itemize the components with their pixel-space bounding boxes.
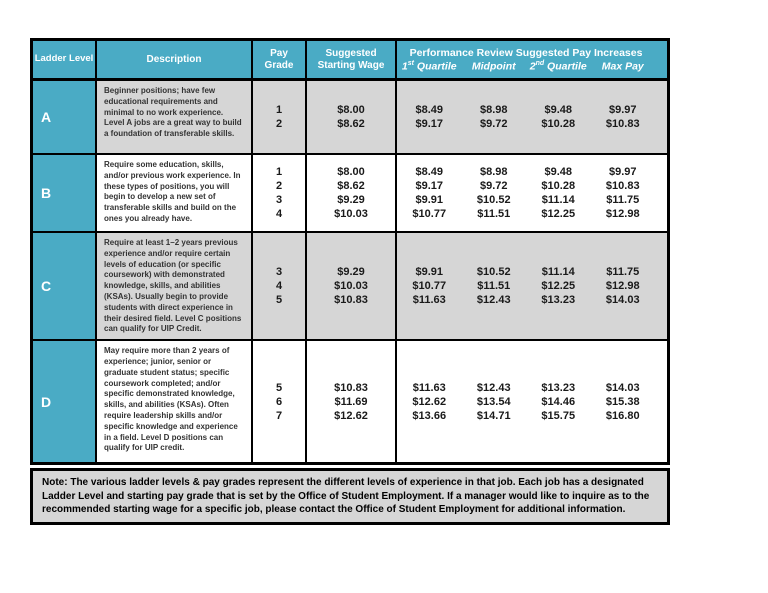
pay-increases-cell: $11.63 $12.62 $13.66 $12.43 $13.54 $14.7… [397, 341, 667, 463]
quartile2-values: $9.48 $10.28 [541, 104, 576, 130]
header-suggested-starting-wage: Suggested Starting Wage [307, 41, 397, 78]
midpoint-values: $8.98 $9.72 $10.52 $11.51 [476, 166, 511, 220]
table-row-level-b: B Require some education, skills, and/or… [33, 155, 667, 233]
subheader-midpoint: Midpoint [471, 60, 516, 73]
header-performance-review: Performance Review Suggested Pay Increas… [397, 41, 667, 78]
note-box: Note: The various ladder levels & pay gr… [30, 468, 670, 525]
quartile1-values: $11.63 $12.62 $13.66 [412, 381, 447, 422]
midpoint-values: $10.52 $11.51 $12.43 [476, 266, 511, 307]
description-cell: Require some education, skills, and/or p… [97, 155, 253, 231]
max-pay-values: $9.97 $10.83 [605, 104, 640, 130]
max-pay-values: $11.75 $12.98 $14.03 [605, 266, 640, 307]
header-pay-grade: Pay Grade [253, 41, 307, 78]
quartile2-values: $13.23 $14.46 $15.75 [541, 381, 576, 422]
header-description: Description [97, 41, 253, 78]
max-pay-values: $9.97 $10.83 $11.75 $12.98 [605, 166, 640, 220]
max-pay-values: $14.03 $15.38 $16.80 [605, 381, 640, 422]
subheader-max-pay: Max Pay [601, 60, 644, 73]
table-row-level-a: A Beginner positions; have few education… [33, 81, 667, 155]
description-cell: Require at least 1–2 years previous expe… [97, 233, 253, 340]
ladder-level-label: B [33, 155, 97, 231]
quartile1-values: $8.49 $9.17 $9.91 $10.77 [412, 166, 447, 220]
midpoint-values: $12.43 $13.54 $14.71 [476, 381, 511, 422]
pay-grade-cell: 5 6 7 [253, 341, 307, 463]
table-row-level-c: C Require at least 1–2 years previous ex… [33, 233, 667, 342]
pay-increases-cell: $8.49 $9.17 $9.91 $10.77 $8.98 $9.72 $10… [397, 155, 667, 231]
ladder-level-label: A [33, 81, 97, 153]
description-cell: May require more than 2 years of experie… [97, 341, 253, 463]
starting-wage-cell: $9.29 $10.03 $10.83 [307, 233, 397, 340]
pay-increases-cell: $9.91 $10.77 $11.63 $10.52 $11.51 $12.43… [397, 233, 667, 340]
pay-grade-cell: 3 4 5 [253, 233, 307, 340]
midpoint-values: $8.98 $9.72 [479, 104, 508, 130]
pay-grade-cell: 1 2 [253, 81, 307, 153]
quartile2-values: $9.48 $10.28 $11.14 $12.25 [541, 166, 576, 220]
table-header-row: Ladder Level Description Pay Grade Sugge… [33, 41, 667, 81]
pay-grade-table: Ladder Level Description Pay Grade Sugge… [30, 38, 670, 466]
starting-wage-cell: $8.00 $8.62 $9.29 $10.03 [307, 155, 397, 231]
pay-grade-cell: 1 2 3 4 [253, 155, 307, 231]
pay-increases-cell: $8.49 $9.17 $8.98 $9.72 $9.48 $10.28 $9.… [397, 81, 667, 153]
quartile2-values: $11.14 $12.25 $13.23 [541, 266, 576, 307]
subheader-2nd-quartile: 2nd Quartile [529, 60, 587, 73]
quartile1-values: $8.49 $9.17 [415, 104, 444, 130]
starting-wage-cell: $10.83 $11.69 $12.62 [307, 341, 397, 463]
header-ladder-level: Ladder Level [33, 41, 97, 78]
subheader-1st-quartile: 1st Quartile [401, 60, 457, 73]
description-cell: Beginner positions; have few educational… [97, 81, 253, 153]
ladder-level-label: D [33, 341, 97, 463]
starting-wage-cell: $8.00 $8.62 [307, 81, 397, 153]
ladder-level-label: C [33, 233, 97, 340]
performance-review-title: Performance Review Suggested Pay Increas… [409, 47, 643, 60]
quartile1-values: $9.91 $10.77 $11.63 [412, 266, 447, 307]
performance-review-subheaders: 1st Quartile Midpoint 2nd Quartile Max P… [397, 60, 667, 73]
table-row-level-d: D May require more than 2 years of exper… [33, 341, 667, 463]
